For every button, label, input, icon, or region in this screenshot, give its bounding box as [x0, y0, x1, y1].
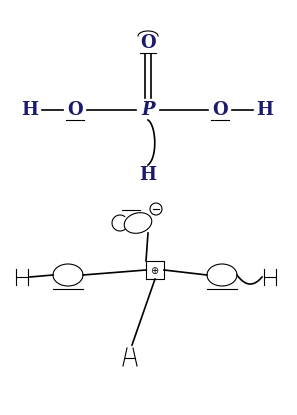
Text: $\oplus$: $\oplus$ — [150, 264, 159, 276]
Text: H: H — [140, 166, 157, 184]
Text: O: O — [67, 101, 83, 119]
Text: H: H — [257, 101, 274, 119]
Text: O: O — [212, 101, 228, 119]
Text: P: P — [141, 101, 155, 119]
Text: H: H — [21, 101, 39, 119]
Text: O: O — [140, 34, 156, 52]
